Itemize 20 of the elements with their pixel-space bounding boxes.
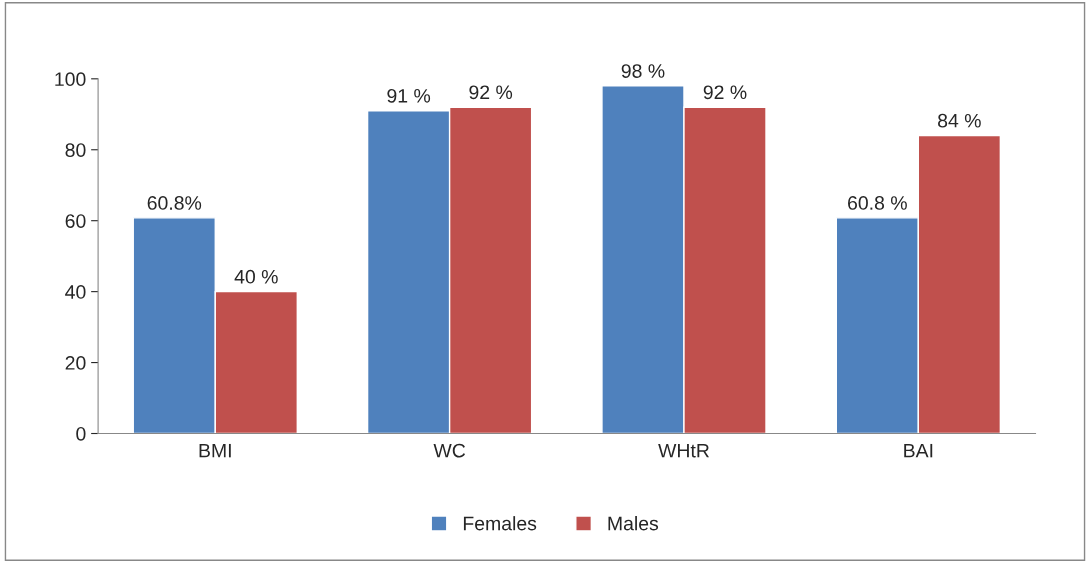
- data-label: 60.8 %: [848, 196, 907, 210]
- y-tick-label: 80: [65, 143, 86, 157]
- y-tick-label: 0: [76, 426, 86, 441]
- data-label: 92 %: [469, 85, 513, 100]
- data-label: 60.8%: [147, 196, 202, 210]
- data-label: 84 %: [938, 113, 981, 128]
- x-tick-label: BAI: [904, 443, 933, 458]
- data-label: 92 %: [703, 85, 747, 100]
- data-label: 40 %: [234, 269, 278, 284]
- x-tick-label: BMI: [199, 443, 231, 458]
- legend-label: Males: [608, 516, 659, 531]
- y-tick-label: 100: [55, 72, 86, 87]
- legend-label: Females: [463, 516, 537, 531]
- data-label: 98 %: [621, 64, 665, 78]
- data-label: 91 %: [387, 88, 431, 103]
- x-tick-label: WHtR: [658, 443, 709, 458]
- y-tick-label: 60: [65, 214, 86, 228]
- y-tick-label: 20: [65, 356, 86, 370]
- y-tick-label: 40: [65, 285, 86, 299]
- x-tick-label: WC: [433, 443, 466, 458]
